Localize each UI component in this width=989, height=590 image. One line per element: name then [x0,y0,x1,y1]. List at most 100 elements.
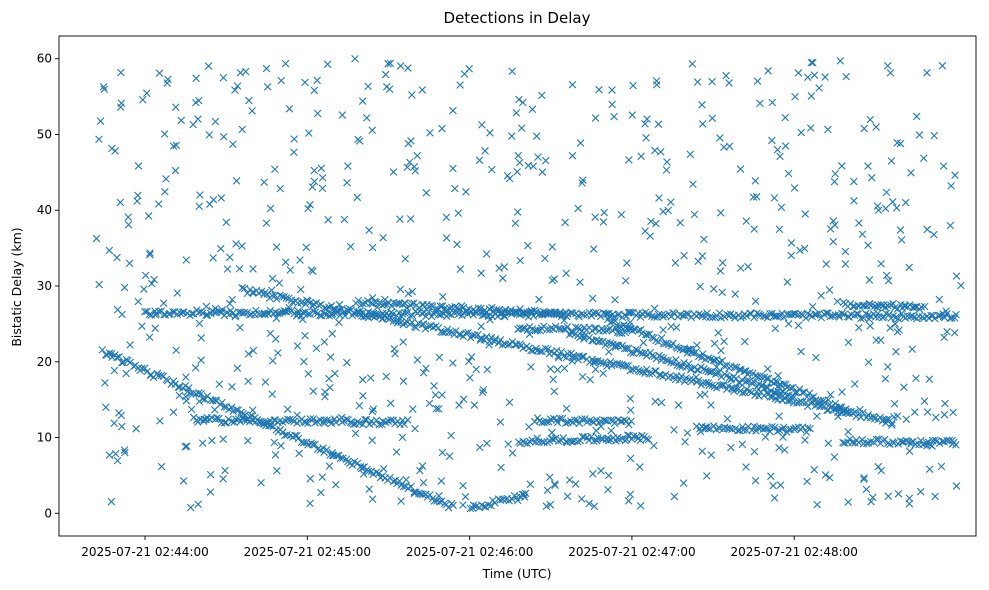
data-point-marker [400,319,409,327]
y-tick-label: 30 [37,279,52,293]
data-point-marker [451,184,459,193]
data-point-marker [408,91,416,99]
data-point-marker [710,382,719,391]
data-point-marker [324,215,332,224]
data-point-marker [779,433,787,441]
data-point-marker [541,344,550,353]
data-point-marker [368,495,377,503]
data-point-marker [809,58,817,67]
data-point-marker [325,462,334,470]
data-point-marker [311,308,320,317]
data-point-marker [709,422,718,430]
data-point-marker [399,482,408,491]
data-point-marker [191,98,200,107]
data-point-marker [286,415,294,424]
data-point-marker [508,449,517,457]
data-point-marker [525,423,533,431]
data-point-marker [381,295,389,304]
data-point-marker [612,324,620,333]
data-point-marker [435,492,443,500]
data-point-marker [209,195,218,204]
data-point-marker [438,448,447,457]
data-point-marker [532,344,540,353]
data-point-marker [715,309,724,317]
data-point-marker [675,376,684,384]
x-axis: 2025-07-21 02:44:00 2025-07-21 02:45:00 20… [81,536,858,559]
data-point-marker [272,243,281,251]
data-point-marker [96,117,105,125]
data-point-marker [887,301,895,309]
data-point-marker [608,86,616,94]
data-point-marker [773,145,782,154]
data-point-marker [626,348,635,357]
data-point-marker [643,310,651,319]
data-point-marker [124,220,133,229]
data-point-marker [796,246,804,255]
data-point-marker [399,377,408,385]
data-point-marker [868,493,877,502]
data-point-marker [216,244,225,253]
data-point-marker [698,252,707,260]
data-point-marker [492,306,501,314]
data-point-marker [174,383,183,391]
data-point-marker [317,488,325,497]
data-point-marker [790,393,798,402]
data-point-marker [699,120,707,128]
data-point-marker [951,171,959,180]
data-point-marker [623,325,631,333]
data-point-marker [607,426,616,435]
data-point-marker [947,182,955,190]
data-point-marker [561,419,570,428]
data-point-marker [561,218,569,227]
data-point-marker [761,312,770,321]
data-point-marker [829,237,838,246]
data-point-marker [407,482,415,491]
data-point-marker [692,373,700,381]
data-point-marker [611,295,619,304]
data-point-marker [806,124,815,132]
data-point-marker [161,187,169,196]
data-point-marker [358,97,367,105]
data-point-marker [563,492,572,501]
data-point-marker [626,406,635,415]
data-point-marker [592,308,600,317]
data-point-marker [751,297,760,306]
data-point-marker [364,82,372,91]
data-point-marker [650,304,659,313]
data-point-marker [807,58,816,67]
data-point-marker [735,365,744,374]
data-point-marker [596,337,604,346]
data-point-marker [652,77,661,85]
data-point-marker [647,217,655,226]
data-point-marker [749,193,758,201]
data-point-marker [552,310,560,319]
data-point-marker [262,418,271,427]
data-point-marker [335,318,343,327]
data-point-marker [439,292,447,301]
data-point-marker [486,129,494,137]
data-point-marker [122,369,130,378]
data-point-marker [328,329,337,338]
data-point-marker [548,276,557,285]
data-point-marker [548,243,557,251]
data-point-marker [115,353,124,361]
data-point-marker [300,438,308,447]
data-point-marker [151,324,159,333]
data-point-marker [613,359,622,368]
data-point-marker [365,485,374,493]
data-point-marker [105,349,114,357]
data-point-marker [897,236,906,244]
data-point-marker [232,415,240,423]
data-point-marker [113,253,121,262]
data-point-marker [803,477,811,486]
data-point-marker [791,424,800,432]
data-point-marker [422,364,430,373]
data-point-marker [488,303,496,312]
data-point-marker [426,491,434,499]
data-point-marker [436,302,445,311]
data-point-marker [368,407,377,416]
data-point-marker [684,360,693,368]
data-point-marker [462,188,470,196]
data-point-marker [285,303,294,312]
data-point-marker [197,334,206,342]
